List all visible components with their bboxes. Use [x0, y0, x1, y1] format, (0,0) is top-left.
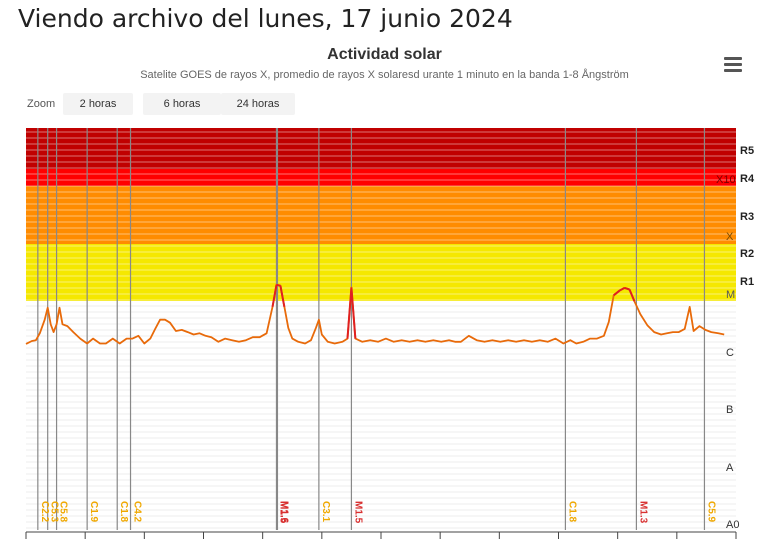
band-r5: [26, 128, 736, 169]
flare-label: C5.3: [49, 501, 60, 523]
band-r1-r2: [26, 244, 736, 301]
chart-subtitle: Satelite GOES de rayos X, promedio de ra…: [140, 69, 629, 81]
zoom-label: Zoom: [27, 98, 56, 110]
flare-label: C3.1: [320, 501, 331, 523]
radio-scale-label: R4: [740, 173, 755, 185]
class-label-b: B: [726, 404, 733, 416]
flare-label: C2.2: [39, 501, 50, 523]
page-title: Viendo archivo del lunes, 17 junio 2024: [18, 4, 513, 33]
band-r4: [26, 169, 736, 186]
m-class-segment: [276, 283, 281, 287]
class-label-m: M: [726, 289, 735, 301]
flare-label: C5.9: [705, 501, 716, 523]
flare-label: M1.3: [637, 501, 648, 524]
flare-label: C4.2: [132, 501, 143, 523]
menu-line: [724, 57, 742, 60]
xray-flux-line: [25, 283, 725, 345]
m-class-segment: [350, 287, 357, 339]
menu-line: [724, 69, 742, 72]
chart-title: Actividad solar: [327, 46, 442, 63]
class-label-a: A: [726, 462, 734, 474]
m-class-segment: [346, 287, 353, 339]
class-label-a0: A0: [726, 519, 739, 531]
class-label-x: X: [726, 231, 734, 243]
m-class-segment: [279, 285, 286, 308]
m-class-segment: [624, 286, 630, 291]
flare-label: C1.8: [118, 501, 129, 523]
radio-scale-label: R5: [740, 145, 754, 157]
zoom-24h-button[interactable]: 24 horas: [221, 93, 295, 115]
flare-label: C1.8: [566, 501, 577, 523]
m-class-segment: [271, 284, 278, 308]
band-r3: [26, 186, 736, 244]
zoom-6h-button[interactable]: 6 horas: [143, 93, 221, 115]
radio-scale-label: R2: [740, 248, 754, 260]
flare-label: M1.5: [352, 501, 363, 524]
zoom-2h-button[interactable]: 2 horas: [63, 93, 133, 115]
flare-label: M1.6: [278, 501, 289, 524]
flare-label: C1.9: [88, 501, 99, 523]
radio-scale-label: R1: [740, 276, 754, 288]
hamburger-menu-icon[interactable]: [722, 54, 744, 74]
flare-label: C5.8: [58, 501, 69, 523]
m-class-segment: [613, 289, 621, 297]
menu-line: [724, 63, 742, 66]
radio-scale-label: R3: [740, 211, 754, 223]
class-label-x10: X10: [716, 174, 736, 186]
flare-label: M1.5: [277, 501, 288, 524]
m-class-segment: [628, 289, 636, 302]
class-label-c: C: [726, 347, 734, 359]
m-class-segment: [619, 287, 626, 292]
